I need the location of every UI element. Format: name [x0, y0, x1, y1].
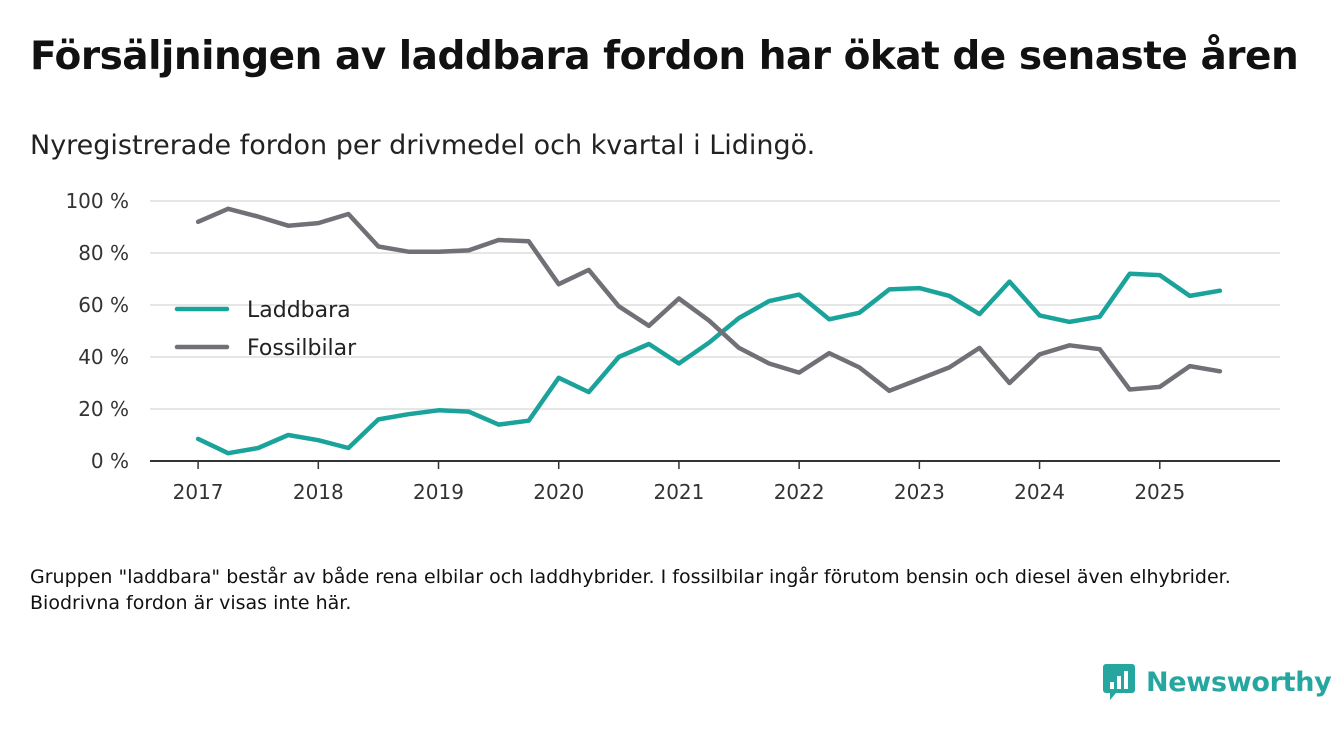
chart-title: Försäljningen av laddbara fordon har öka…: [30, 34, 1299, 79]
series-line-fossilbilar: [195, 206, 1223, 394]
y-tick-label: 100 %: [65, 189, 129, 213]
brand-name: Newsworthy: [1146, 666, 1332, 698]
x-tick-label: 2022: [774, 480, 825, 504]
gridlines: [150, 200, 1280, 410]
axes: 0 % 20 % 40 % 60 % 80 % 100 % 2017 2018 2019 2020…: [65, 189, 1280, 504]
y-tick-label: 0 %: [91, 449, 129, 473]
y-tick-label: 80 %: [78, 241, 129, 265]
footnote: Gruppen "laddbara" består av både rena e…: [30, 566, 1231, 614]
x-tick-label: 2017: [173, 480, 224, 504]
x-tick-label: 2019: [413, 480, 464, 504]
legend: Laddbara Fossilbilar: [174, 298, 357, 361]
legend-label: Fossilbilar: [247, 336, 357, 361]
newsworthy-icon: [1103, 664, 1135, 700]
x-tick-label: 2025: [1134, 480, 1185, 504]
y-tick-label: 60 %: [78, 293, 129, 317]
line-chart: 0 % 20 % 40 % 60 % 80 % 100 % 2017 2018 2019 2020…: [65, 189, 1280, 504]
x-tick-label: 2018: [293, 480, 344, 504]
y-tick-label: 20 %: [78, 397, 129, 421]
x-tick-label: 2020: [533, 480, 584, 504]
x-tick-label: 2021: [653, 480, 704, 504]
series: [195, 206, 1223, 456]
y-tick-label: 40 %: [78, 345, 129, 369]
newsworthy-logo: Newsworthy: [1102, 662, 1332, 702]
legend-label: Laddbara: [247, 298, 351, 323]
series-line-laddbara: [195, 271, 1223, 456]
x-tick-label: 2023: [894, 480, 945, 504]
x-tick-label: 2024: [1014, 480, 1065, 504]
chart-subtitle: Nyregistrerade fordon per drivmedel och …: [30, 130, 816, 161]
